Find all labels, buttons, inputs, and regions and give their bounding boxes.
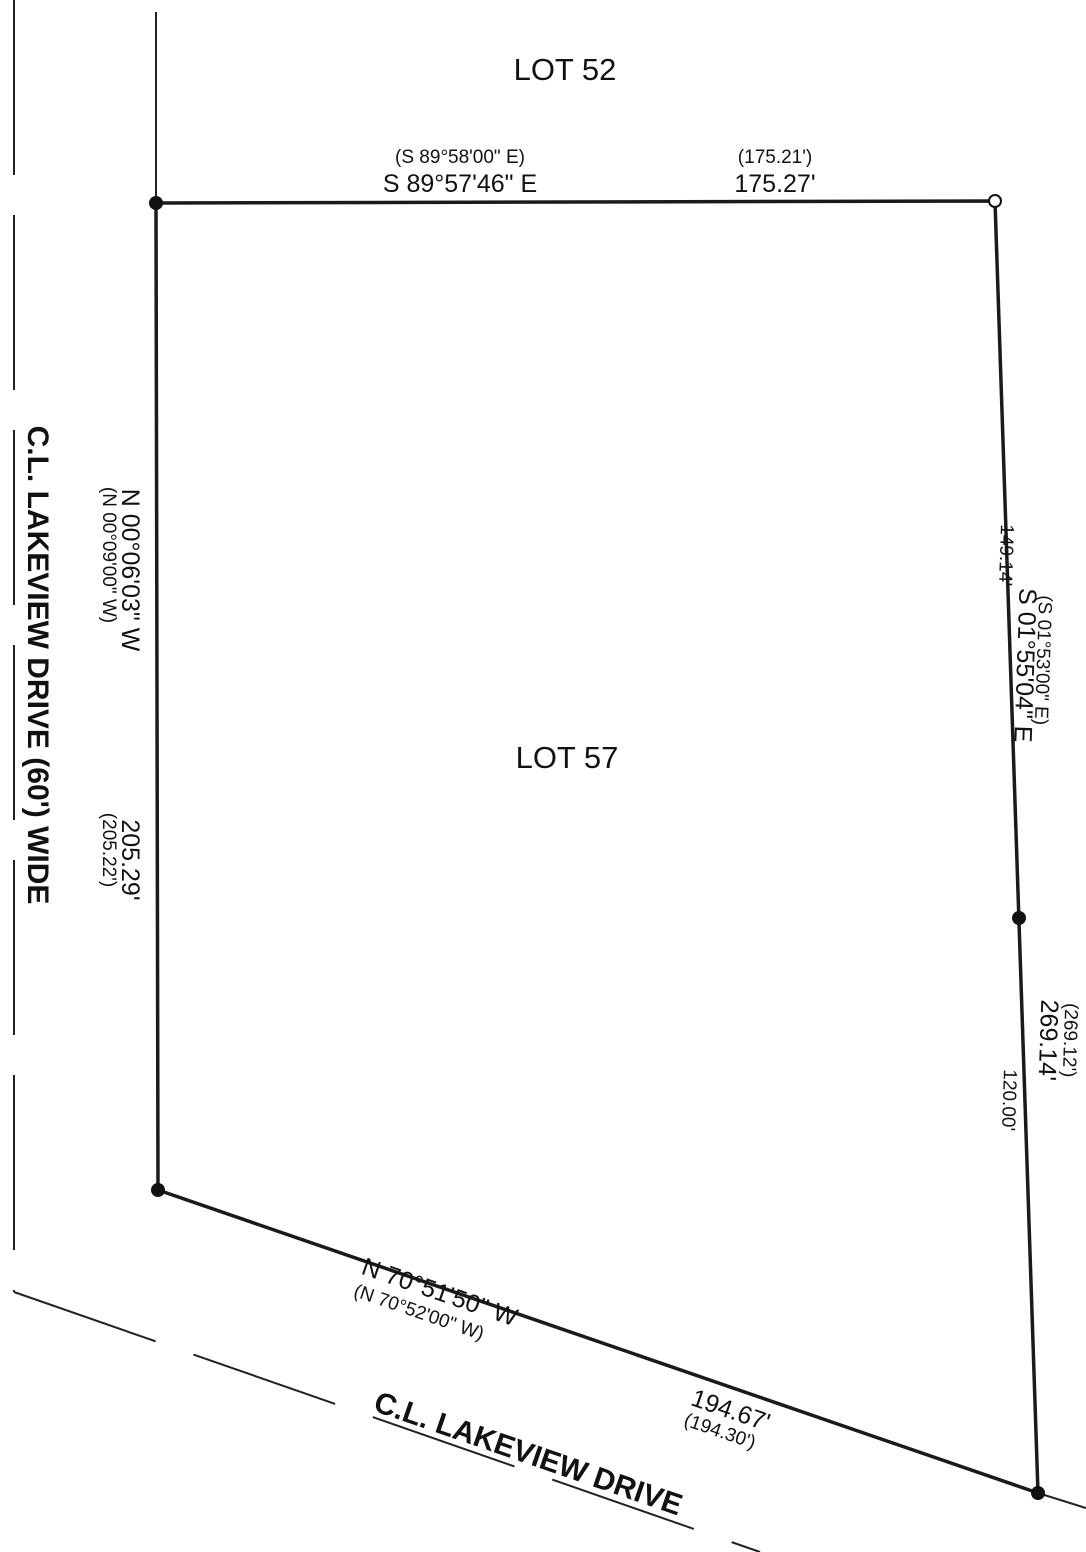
north-distance: 175.27' bbox=[734, 170, 815, 198]
east-record-distance: (269.12') bbox=[1058, 1003, 1081, 1078]
north-bearing: S 89°57'46" E bbox=[383, 170, 537, 198]
lakeview-drive-south-centerline bbox=[13, 1291, 761, 1552]
west-bearing: N 00°06'03" W bbox=[116, 489, 144, 652]
east-bearing: S 01°55'04" E bbox=[1008, 588, 1041, 743]
east-segment-north-distance: 149.14' bbox=[994, 524, 1017, 586]
lot-52-label: LOT 52 bbox=[514, 52, 617, 87]
west-distance: 205.29' bbox=[116, 819, 144, 900]
corner-monument-northwest bbox=[149, 196, 163, 210]
corner-monument-east bbox=[1012, 911, 1026, 925]
lot-57-label: LOT 57 bbox=[516, 740, 619, 775]
west-record-bearing: (N 00°09'00" W) bbox=[98, 487, 119, 623]
corner-monument-southeast bbox=[1031, 1486, 1045, 1500]
east-record-bearing: (S 01°53'00" E) bbox=[1030, 595, 1055, 726]
east-distance: 269.14' bbox=[1033, 999, 1064, 1081]
lot-57-boundary bbox=[154, 199, 1040, 1495]
north-record-bearing: (S 89°58'00" E) bbox=[395, 147, 525, 168]
corner-monument-northeast bbox=[988, 194, 1002, 208]
lot-line-extension-southeast bbox=[1037, 1492, 1086, 1509]
north-record-distance: (175.21') bbox=[738, 147, 812, 168]
east-segment-south-distance: 120.00' bbox=[997, 1069, 1020, 1131]
lakeview-drive-south-label: C.L. LAKEVIEW DRIVE bbox=[370, 1386, 686, 1522]
corner-monument-southwest bbox=[151, 1183, 165, 1197]
west-record-distance: (205.22') bbox=[98, 813, 119, 887]
lakeview-drive-west-label: C.L. LAKEVIEW DRIVE (60') WIDE bbox=[21, 426, 54, 905]
